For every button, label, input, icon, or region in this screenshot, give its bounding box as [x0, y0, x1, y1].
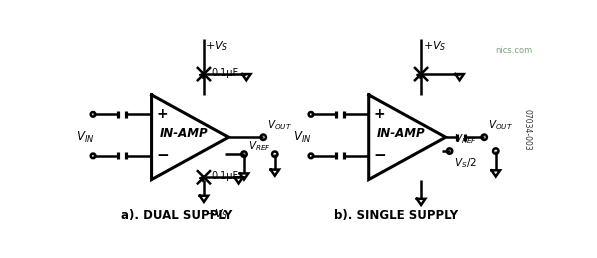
Text: a). DUAL SUPPLY: a). DUAL SUPPLY: [121, 209, 232, 222]
Text: IN-AMP: IN-AMP: [159, 127, 208, 140]
Text: IN-AMP: IN-AMP: [377, 127, 426, 140]
Text: b). SINGLE SUPPLY: b). SINGLE SUPPLY: [334, 209, 458, 222]
Text: −: −: [156, 148, 169, 163]
Text: 0.1μF: 0.1μF: [212, 171, 239, 181]
Text: $+V_S$: $+V_S$: [423, 39, 446, 53]
Text: $V_{OUT}$: $V_{OUT}$: [267, 118, 292, 132]
Text: nics.com: nics.com: [495, 46, 533, 55]
Text: $V_{REF}$: $V_{REF}$: [248, 139, 271, 153]
Text: $V_{IN}$: $V_{IN}$: [293, 130, 312, 145]
Text: $+V_S$: $+V_S$: [205, 39, 229, 53]
Text: $V_S/2$: $V_S/2$: [454, 156, 477, 170]
Text: +: +: [156, 107, 168, 121]
Text: −: −: [373, 148, 386, 163]
Text: +: +: [374, 107, 385, 121]
Text: 07034-003: 07034-003: [523, 109, 532, 150]
Text: $V_{IN}$: $V_{IN}$: [76, 130, 94, 145]
Text: $-V_S$: $-V_S$: [205, 207, 229, 221]
Text: $V_{REF}$: $V_{REF}$: [454, 133, 477, 147]
Text: $V_{OUT}$: $V_{OUT}$: [488, 118, 513, 132]
Text: 0.1μF: 0.1μF: [212, 68, 239, 78]
